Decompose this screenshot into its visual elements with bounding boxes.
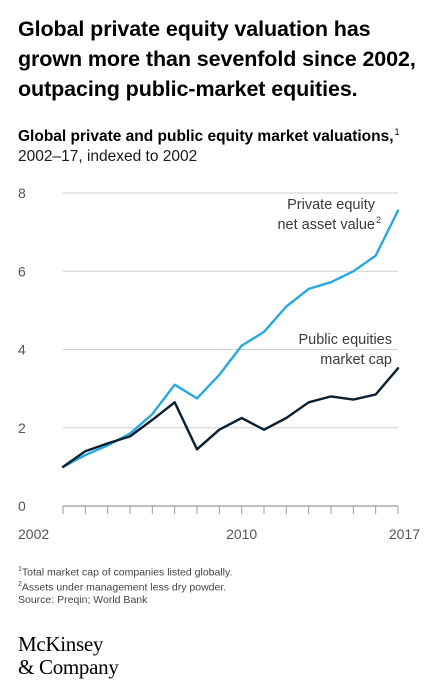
chart-title-footnote: 1	[394, 127, 400, 137]
series-label-private-equity-footnote: 2	[376, 215, 381, 225]
series-label-public-equities-line-1: Public equities	[299, 332, 393, 348]
y-tick-label-0: 0	[18, 498, 26, 514]
series-label-public-equities-line-2: market cap	[320, 352, 392, 368]
line-chart: 0 2 4 6 8 2002 2010 2017 Private equity net ass…	[18, 185, 420, 542]
footnote-1-marker: 1	[18, 566, 22, 573]
chart-title-text: Global private and public equity market …	[18, 128, 394, 146]
y-axis-ticks: 0 2 4 6 8	[18, 185, 26, 514]
y-tick-label-2: 2	[18, 420, 26, 436]
y-tick-label-8: 8	[18, 185, 26, 201]
footnotes: 1Total market cap of companies listed gl…	[18, 564, 438, 607]
series-line-public-equities	[61, 367, 400, 469]
y-tick-label-6: 6	[18, 263, 26, 279]
mckinsey-logo: McKinsey & Company	[18, 633, 119, 679]
logo-line-1: McKinsey	[18, 632, 104, 656]
series-annotations: Private equity net asset value 2 Public equ…	[277, 197, 392, 368]
series-label-private-equity-line-2: net asset value	[277, 217, 375, 233]
chart-title: Global private and public equity market …	[18, 122, 438, 147]
footnote-1-text: Total market cap of companies listed glo…	[21, 566, 233, 579]
footnote-2-text: Assets under management less dry powder.	[21, 581, 227, 594]
series-lines	[61, 209, 400, 469]
x-tick-label-2017: 2017	[389, 526, 420, 542]
footnote-1: 1Total market cap of companies listed gl…	[18, 564, 438, 579]
gridlines	[63, 192, 398, 507]
x-tick-label-2010: 2010	[226, 526, 257, 542]
source-note: Source: Preqin; World Bank	[18, 594, 148, 606]
x-tick-label-2002: 2002	[18, 526, 49, 542]
series-label-private-equity-line-1: Private equity	[287, 197, 376, 213]
y-tick-label-4: 4	[18, 342, 26, 358]
x-axis-ticks: 2002 2010 2017	[18, 506, 420, 542]
chart-subtitle: 2002–17, indexed to 2002	[18, 148, 198, 165]
headline: Global private equity valuation has grow…	[18, 17, 416, 101]
logo-line-2: & Company	[18, 655, 119, 679]
footnote-2-marker: 2	[18, 581, 22, 588]
footnote-2: 2Assets under management less dry powder…	[18, 579, 438, 594]
